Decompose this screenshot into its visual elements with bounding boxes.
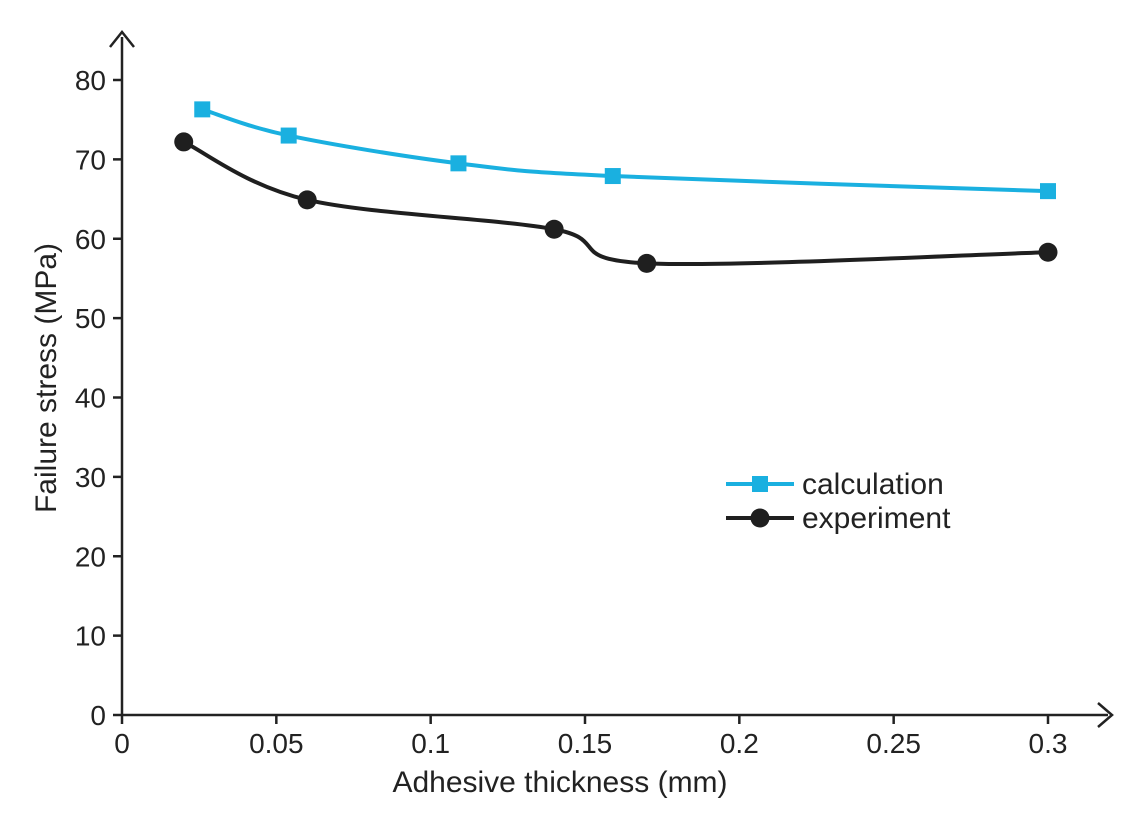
y-tick-label: 20: [75, 541, 106, 572]
experiment-point-4: [1038, 242, 1058, 262]
y-axis-arrow: [109, 29, 135, 48]
y-tick-label: 10: [75, 621, 106, 652]
axes: [109, 29, 1114, 728]
legend-label-calculation: calculation: [802, 468, 944, 501]
legend-label-experiment: experiment: [802, 502, 951, 535]
y-tick-label: 30: [75, 462, 106, 493]
y-tick-label: 50: [75, 303, 106, 334]
experiment-point-3: [637, 253, 657, 273]
x-tick-label: 0.1: [411, 728, 450, 759]
experiment-series-line: [181, 139, 1050, 267]
x-tick-label: 0.15: [558, 728, 613, 759]
x-axis-title: Adhesive thickness (mm): [392, 766, 727, 799]
experiment-point-1: [297, 190, 317, 210]
axis-titles: Adhesive thickness (mm) Failure stress (…: [30, 243, 728, 799]
x-axis-arrow: [1097, 702, 1114, 728]
calculation-series-line: [200, 107, 1050, 194]
legend-marker-experiment: [750, 508, 770, 528]
calculation-point-2: [450, 155, 467, 172]
calculation-point-1: [280, 127, 297, 144]
y-tick-label: 80: [75, 65, 106, 96]
experiment-point-2: [544, 219, 564, 239]
x-tick-label: 0.2: [720, 728, 759, 759]
y-tick-label: 60: [75, 224, 106, 255]
x-tick-label: 0: [114, 728, 130, 759]
x-tick-label: 0.05: [249, 728, 304, 759]
ticks: 0 0.05 0.1 0.15 0.2 0.25 0.3 0 10 20 30 40 50 60 70 80: [75, 65, 1068, 759]
y-axis-title: Failure stress (MPa): [30, 243, 63, 513]
x-tick-label: 0.3: [1029, 728, 1068, 759]
y-tick-label: 0: [90, 700, 106, 731]
experiment-point-0: [174, 132, 194, 152]
series-group: [174, 101, 1058, 273]
x-tick-label: 0.25: [866, 728, 921, 759]
y-tick-label: 70: [75, 144, 106, 175]
calculation-point-3: [604, 168, 621, 185]
calculation-point-0: [194, 101, 211, 118]
legend-marker-calculation: [752, 476, 768, 492]
y-tick-label: 40: [75, 383, 106, 414]
calculation-point-4: [1040, 183, 1056, 200]
